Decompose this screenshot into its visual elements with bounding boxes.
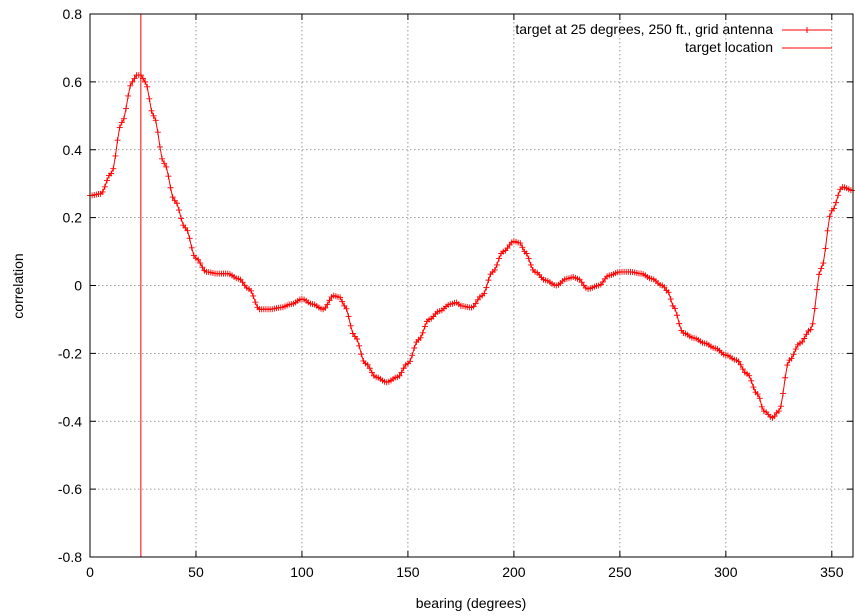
y-tick-label: -0.8 bbox=[58, 549, 82, 565]
ticks-layer: 0 50 100 150 200 250 300 350 -0.8 -0.6 -0.4 -0.2 0 0.… bbox=[58, 6, 853, 580]
y-tick-label: -0.2 bbox=[58, 345, 82, 361]
grid-layer bbox=[90, 14, 853, 557]
x-tick-label: 300 bbox=[714, 564, 738, 580]
y-tick-label: 0.6 bbox=[63, 74, 83, 90]
legend: target at 25 degrees, 250 ft., grid ante… bbox=[515, 21, 832, 55]
y-tick-label: 0.4 bbox=[63, 142, 83, 158]
legend-plus-marker bbox=[804, 27, 810, 33]
series-layer bbox=[87, 14, 855, 557]
y-tick-label: 0.8 bbox=[63, 6, 83, 22]
x-tick-label: 200 bbox=[502, 564, 526, 580]
x-tick-label: 0 bbox=[86, 564, 94, 580]
y-tick-label: 0 bbox=[74, 278, 82, 294]
x-tick-label: 100 bbox=[290, 564, 314, 580]
y-tick-label: 0.2 bbox=[63, 210, 83, 226]
x-tick-label: 250 bbox=[608, 564, 632, 580]
x-tick-label: 150 bbox=[396, 564, 420, 580]
y-tick-label: -0.6 bbox=[58, 481, 82, 497]
series-1-line bbox=[89, 74, 854, 419]
legend-label-series-1: target at 25 degrees, 250 ft., grid ante… bbox=[515, 21, 773, 37]
legend-label-series-2: target location bbox=[685, 39, 773, 55]
x-tick-label: 50 bbox=[188, 564, 204, 580]
x-tick-label: 350 bbox=[820, 564, 844, 580]
y-axis-title: correlation bbox=[10, 253, 26, 318]
x-axis-title: bearing (degrees) bbox=[416, 595, 527, 611]
legend-marker-series-1 bbox=[804, 27, 810, 33]
y-tick-label: -0.4 bbox=[58, 413, 82, 429]
series-1-markers bbox=[87, 72, 855, 421]
